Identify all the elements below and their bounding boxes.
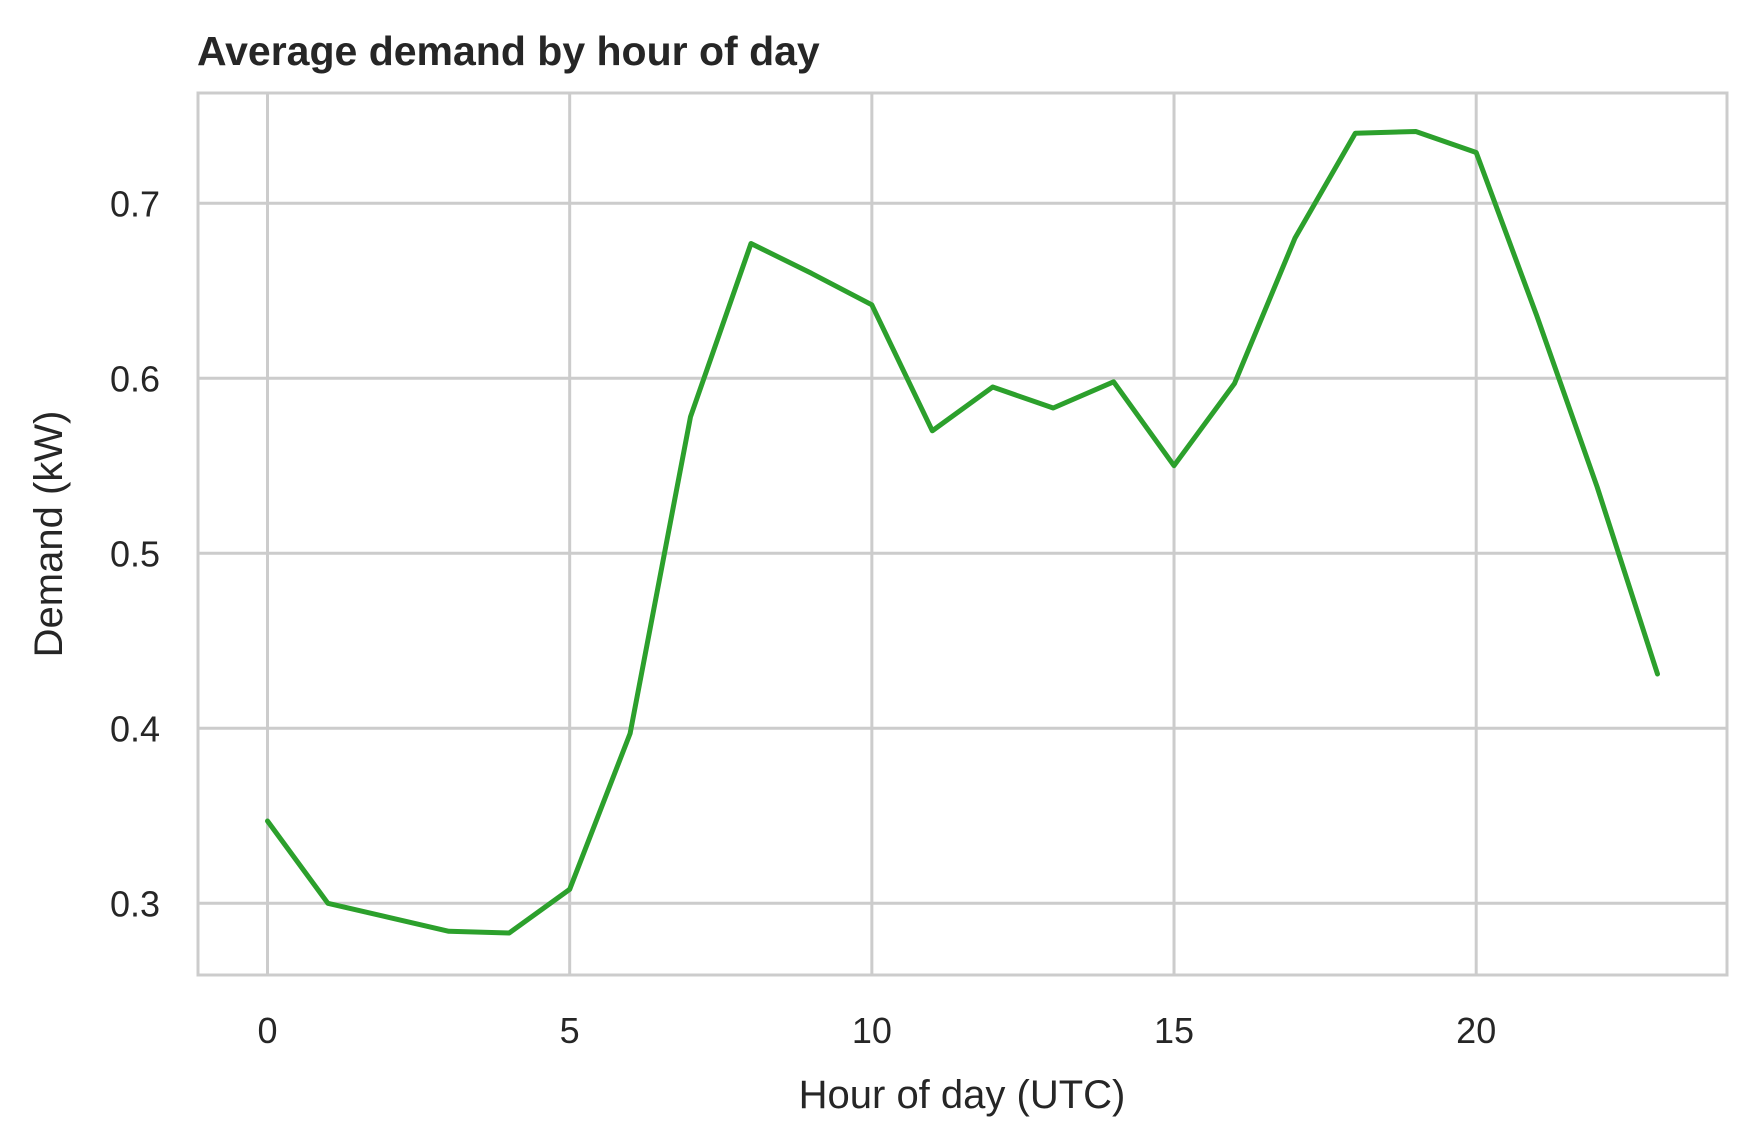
y-tick-labels: 0.3 0.4 0.5 0.6 0.7 — [110, 183, 160, 924]
series-layer — [265, 129, 1660, 936]
y-tick-label: 0.6 — [110, 358, 160, 399]
x-tick-label: 5 — [560, 1010, 580, 1051]
y-tick-label: 0.5 — [110, 533, 160, 574]
series-line — [265, 129, 1660, 936]
chart-title: Average demand by hour of day — [197, 28, 820, 74]
y-tick-label: 0.7 — [110, 183, 160, 224]
y-tick-label: 0.4 — [110, 708, 160, 749]
plot-frame — [196, 91, 1729, 977]
x-tick-label: 10 — [852, 1010, 892, 1051]
x-tick-label: 0 — [257, 1010, 277, 1051]
x-gridlines — [266, 93, 1478, 975]
y-tick-label: 0.3 — [110, 883, 160, 924]
x-tick-label: 15 — [1154, 1010, 1194, 1051]
y-axis-label: Demand (kW) — [27, 411, 71, 658]
y-gridlines — [198, 201, 1727, 905]
x-axis-label: Hour of day (UTC) — [799, 1073, 1126, 1117]
x-tick-label: 20 — [1456, 1010, 1496, 1051]
x-tick-labels: 0 5 10 15 20 — [257, 1010, 1496, 1051]
